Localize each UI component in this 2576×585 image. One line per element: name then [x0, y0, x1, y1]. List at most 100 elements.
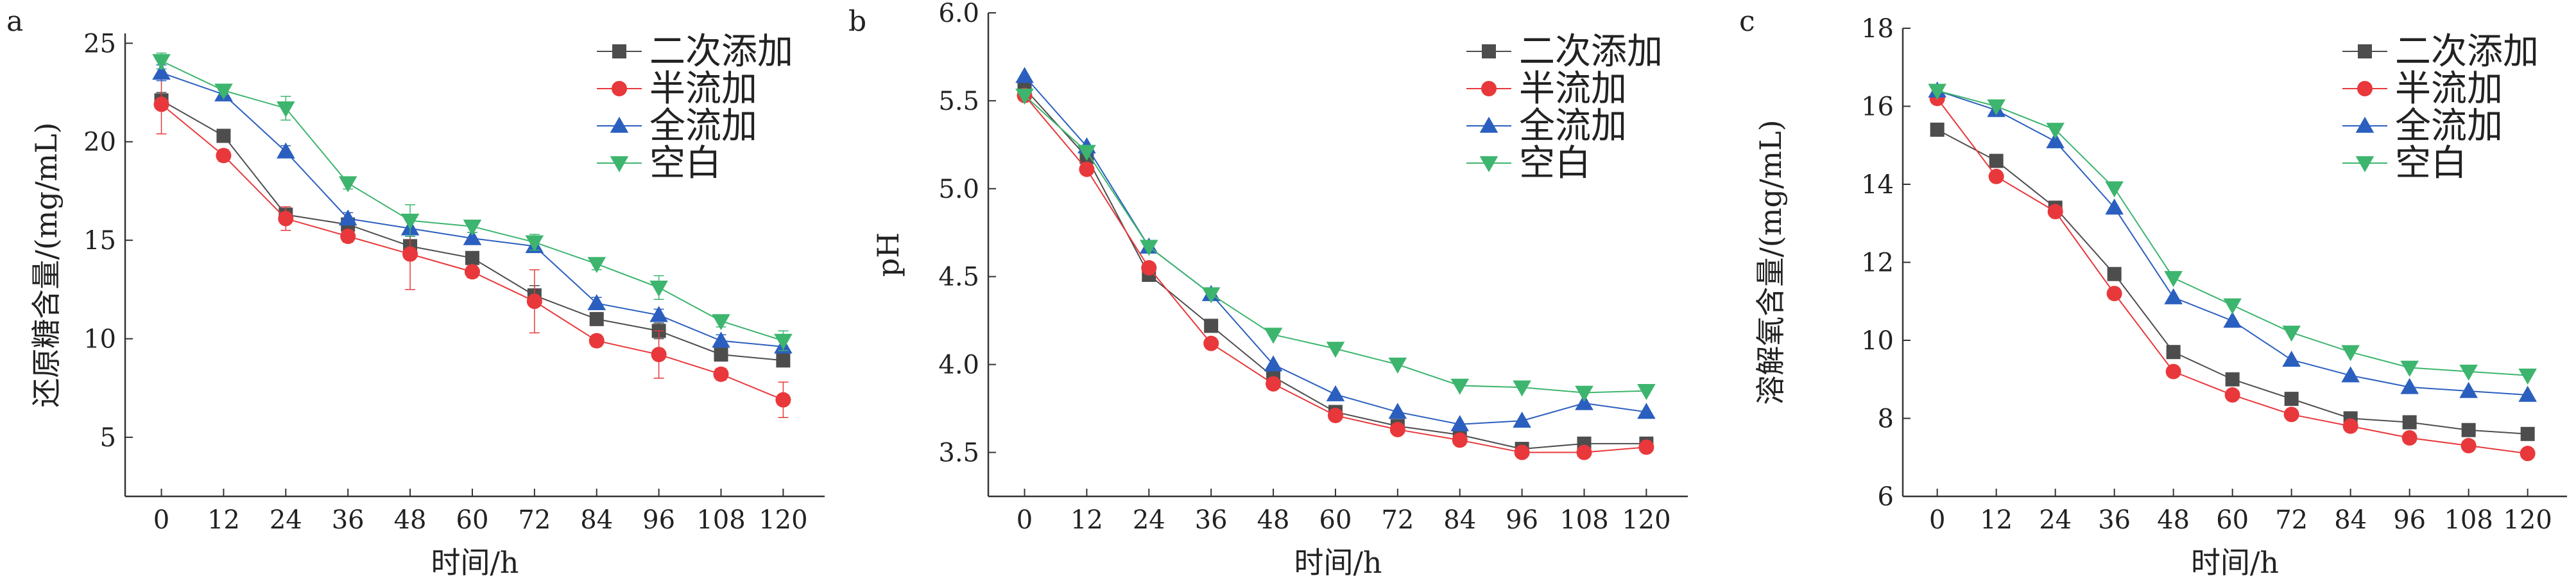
y-tick-label: 8 [1878, 405, 1894, 434]
legend-entry: 空白 [597, 143, 721, 184]
x-tick-label: 108 [2444, 505, 2493, 535]
x-tick-label: 72 [1381, 505, 1414, 535]
data-point [1203, 335, 1219, 351]
data-point [2105, 198, 2124, 215]
legend-entry: 二次添加 [2342, 31, 2539, 73]
y-tick-label: 10 [83, 325, 116, 354]
y-tick-label: 5.5 [938, 87, 979, 116]
data-point [1388, 403, 1407, 419]
data-point [2225, 372, 2240, 387]
data-point [1266, 376, 1282, 392]
data-point [589, 311, 604, 326]
x-tick-label: 120 [759, 505, 807, 535]
x-tick-label: 36 [2098, 505, 2131, 535]
data-point [1326, 342, 1345, 358]
data-point [2283, 406, 2299, 423]
data-point [2223, 298, 2242, 315]
data-point [1015, 67, 1034, 83]
panel-letter: c [1739, 5, 1755, 38]
data-point [2460, 438, 2477, 454]
data-point [216, 128, 231, 143]
data-point [2164, 271, 2183, 288]
y-tick-label: 3.5 [938, 439, 979, 468]
data-point [2401, 430, 2417, 446]
x-axis-title: 时间/h [1294, 545, 1382, 580]
data-point [464, 264, 480, 280]
data-point [463, 219, 482, 236]
x-tick-label: 0 [1017, 505, 1033, 535]
y-tick-label: 5.0 [938, 175, 979, 204]
data-point [2105, 181, 2124, 198]
data-point [1015, 88, 1034, 105]
legend-label: 空白 [2395, 143, 2467, 184]
x-tick-label: 84 [2334, 505, 2367, 535]
legend-label: 二次添加 [1519, 31, 1663, 73]
data-point [1326, 385, 1345, 401]
data-point [2164, 288, 2183, 304]
legend-marker [1479, 156, 1498, 173]
data-point [276, 142, 295, 159]
data-point [1928, 83, 1946, 100]
legend-label: 半流加 [649, 68, 757, 110]
data-point [1388, 357, 1407, 374]
data-point [1513, 380, 1531, 397]
y-tick-label: 12 [1861, 249, 1894, 278]
x-tick-label: 36 [332, 505, 365, 535]
y-tick-label: 25 [83, 29, 116, 58]
data-point [400, 213, 420, 230]
data-point [2166, 345, 2181, 360]
legend-entry: 半流加 [597, 68, 757, 110]
legend-marker [2355, 156, 2374, 173]
data-point [1930, 122, 1945, 137]
data-point [1389, 421, 1405, 437]
legend-label: 全流加 [649, 105, 757, 147]
y-axis-title: 还原糖含量/(mg/mL) [29, 122, 64, 407]
legend-entry: 二次添加 [597, 31, 793, 73]
y-tick-label: 4.0 [938, 351, 979, 380]
data-point [153, 96, 169, 112]
data-point [2223, 311, 2242, 328]
data-point [1450, 378, 1470, 395]
data-point [2106, 286, 2122, 302]
x-tick-label: 72 [518, 505, 551, 535]
data-point [1989, 153, 2004, 168]
legend-entry: 半流加 [1466, 68, 1627, 110]
data-point [2520, 426, 2535, 441]
legend-marker [610, 156, 629, 173]
legend-entry: 空白 [2342, 143, 2467, 184]
panel-letter: a [6, 5, 23, 38]
data-point [588, 333, 605, 349]
x-tick-label: 72 [2275, 505, 2308, 535]
panel-a: 0 12 24 36 48 60 72 84 96 108 120 5 10 15 20 25 时间/h 还原糖含… [6, 5, 825, 580]
legend-label: 二次添加 [649, 31, 793, 73]
data-point [2165, 363, 2181, 380]
data-point [1576, 444, 1592, 460]
data-point [587, 257, 606, 274]
legend-entry: 半流加 [2342, 68, 2503, 110]
data-point [463, 229, 482, 245]
data-point [713, 366, 729, 382]
legend-marker [612, 81, 627, 96]
x-tick-label: 48 [394, 505, 427, 535]
series-triangle-down [152, 52, 793, 351]
data-point [651, 347, 667, 363]
data-point [1264, 327, 1283, 344]
data-point [1513, 411, 1531, 428]
data-point [1264, 355, 1283, 372]
data-point [2461, 423, 2476, 437]
x-tick-label: 96 [642, 505, 675, 535]
legend-entry: 全流加 [597, 105, 757, 147]
data-point [340, 229, 356, 245]
x-tick-label: 12 [1980, 505, 2013, 535]
data-point [1141, 260, 1157, 276]
y-tick-label: 6.0 [938, 0, 979, 28]
data-point [2284, 392, 2299, 406]
data-point [2518, 368, 2537, 385]
data-point [2341, 366, 2360, 383]
x-tick-label: 108 [1559, 505, 1608, 535]
legend-entry: 二次添加 [1466, 31, 1663, 73]
legend-marker [1479, 116, 1498, 133]
data-point [2047, 204, 2063, 220]
x-tick-label: 24 [2039, 505, 2072, 535]
legend-label: 空白 [1519, 143, 1591, 184]
